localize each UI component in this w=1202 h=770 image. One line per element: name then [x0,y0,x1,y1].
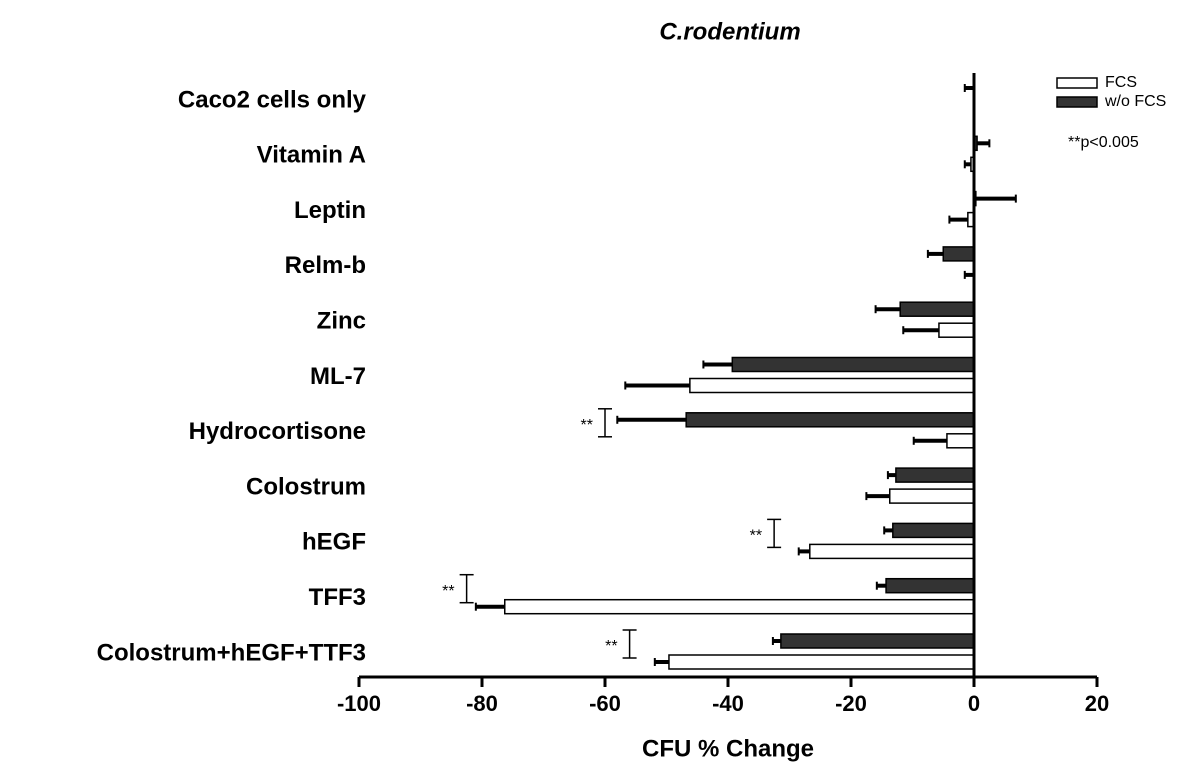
bar [938,322,975,338]
bar [888,488,975,504]
category-label: TFF3 [309,584,366,611]
x-tick-label: -40 [712,691,744,716]
legend-label: FCS [1105,74,1137,91]
bar [809,543,975,560]
category-label: ML-7 [310,363,366,390]
category-label: Colostrum [246,473,366,500]
bar [895,467,975,483]
x-tick-label: -20 [835,691,867,716]
bar [668,654,975,670]
bar [946,433,975,449]
category-label: Leptin [294,197,366,224]
annotation: ** [750,528,762,545]
bar [885,577,975,594]
x-tick-label: -60 [589,691,621,716]
category-label: Relm-b [285,252,366,279]
category-label: Hydrocortisone [189,418,366,445]
category-label: Caco2 cells only [178,86,367,113]
annotation: ** [605,638,617,655]
annotation: ** [442,583,454,600]
x-tick-label: -80 [466,691,498,716]
category-label: Vitamin A [257,142,366,169]
legend-note: **p<0.005 [1068,134,1139,151]
category-label: hEGF [302,529,366,556]
legend-swatch [1056,96,1098,108]
x-tick-label: 20 [1085,691,1109,716]
annotation: ** [581,417,593,434]
bar [689,377,975,394]
bar [899,301,975,317]
bar [685,412,975,428]
bar [731,356,975,373]
category-label: Zinc [317,308,366,335]
x-tick-label: 0 [968,691,980,716]
bar [504,598,975,615]
x-tick-label: -100 [337,691,381,716]
legend-label: w/o FCS [1104,93,1166,110]
bar [892,522,975,539]
legend-swatch [1056,77,1098,89]
chart-title: C.rodentium [659,18,800,45]
x-axis-label: CFU % Change [642,735,814,762]
bar [942,246,975,262]
bar [780,633,975,649]
category-label: Colostrum+hEGF+TTF3 [97,639,366,666]
